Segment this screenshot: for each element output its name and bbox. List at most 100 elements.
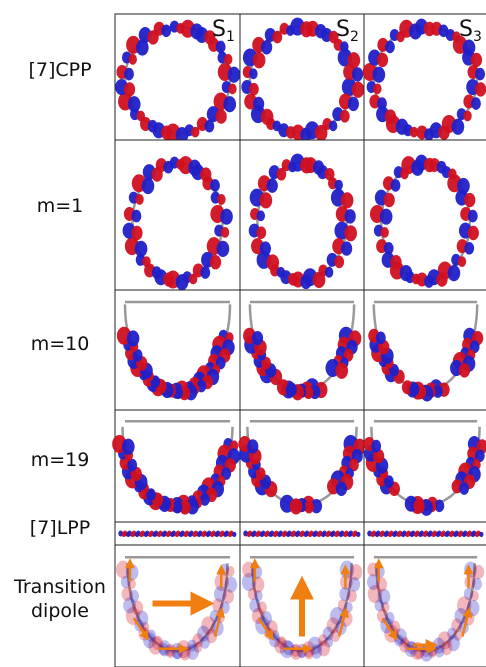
orbital-lobe [375,577,388,592]
orbital-lobe [221,467,232,480]
panel [114,289,241,411]
orbital-lobe [131,209,142,223]
orbital-lobe [250,564,263,580]
orbital-lobe [276,167,287,181]
orbital-lobe [451,118,465,135]
orbital-lobe [251,330,264,346]
orbital-lobe [124,67,134,81]
orbital-lobe [186,643,199,660]
orbital-lobe [384,611,395,625]
orbital-lobe [222,589,234,604]
orbital-lobe [395,118,409,135]
row-label-line: Transition [13,576,106,598]
orbital-lobe [132,348,143,362]
orbital-lobe [129,589,140,603]
orbital-lobe [451,618,463,633]
orbital-lobe [317,634,328,647]
orbital-lobe [123,82,136,97]
orbital-lobe [126,330,140,347]
row-label: m=10 [31,333,90,355]
orbital-lobe [187,639,197,652]
orbital-lobe [224,576,238,593]
orbital-lobe [467,225,479,241]
header-symbol: S [212,17,226,42]
orbital-lobe [458,363,471,378]
orbital-lobe [256,226,267,240]
orbital-lobe [210,179,220,192]
orbital-lobe [384,109,397,124]
orbital-lobe [300,127,312,143]
orbital-lobe [134,240,148,257]
orbital-lobe [385,40,395,54]
orbital-lobe [191,126,200,138]
orbital-lobe [322,626,334,641]
orbital-lobe [335,362,349,379]
orbital-lobe [463,587,474,600]
orbital-lobe [255,467,266,480]
orbital-lobe [436,272,448,287]
orbital-lobe [147,119,158,133]
orbital-lobe [470,590,479,602]
row-label: [7]CPP [28,59,91,81]
orbital-lobe [390,255,402,270]
orbital-lobe [304,500,314,514]
molecule-backbone [249,555,355,653]
row-label: m=19 [31,449,90,471]
orbital-lobe [457,256,467,268]
orbital-lobe [409,126,419,138]
orbital-lobe [381,601,390,613]
orbital-lobe [151,635,164,650]
panel [239,139,365,291]
dipole-arrow [213,607,225,637]
orbital-lobe [310,498,323,514]
orbital-lobe [374,599,385,612]
orbital-lobe [254,590,263,602]
orbital-lobe [226,565,235,577]
orbital-lobe [453,630,463,641]
orbital-lobe [164,643,177,658]
row-label-line: m=19 [31,449,90,471]
orbital-lobe [173,386,183,400]
orbital-lobe [310,644,323,659]
orbital-lobe [314,124,328,142]
orbital-lobe [344,225,357,242]
panel-grid: S1 S2 S3 [112,13,486,667]
orbital-lobe [447,265,461,282]
row-label: [7]LPP [30,517,90,539]
orbital-lobe [272,30,283,44]
orbital-lobe [472,564,485,580]
orbital-lobe [172,500,183,514]
orbital-lobe [188,273,198,285]
orbital-lobe [335,481,348,497]
orbital-lobe [474,449,485,463]
orbital-lobe [399,265,413,282]
column-header: S3 [459,17,482,45]
orbital-lobe [383,241,394,255]
orbital-lobe [424,275,434,288]
orbital-lobe [285,382,297,397]
orbital-lobe [223,96,237,113]
orbital-lobe [261,40,273,55]
row-label: m=1 [37,195,84,217]
orbital-lobe [373,83,382,95]
orbital-lobe [413,498,425,514]
orbital-lobe [131,225,143,241]
orbital-lobe [334,179,343,191]
orbital-lobe [142,256,151,268]
orbital-lobe [260,108,274,125]
orbital-lobe [411,273,421,285]
orbital-lobe [390,179,401,192]
orbital-lobe [339,586,351,601]
orbital-lobe [247,439,259,454]
orbital-lobe [175,127,189,144]
orbital-lobe [328,120,338,132]
orbital-lobe [289,498,303,515]
orbital-lobe [266,178,278,193]
orbital-lobe [479,531,484,538]
orbital-lobe [447,627,457,640]
dipole-arrow [461,607,473,637]
orbital-lobe [200,493,210,506]
orbital-lobe [383,192,395,208]
orbital-lobe [215,109,227,124]
orbital-lobe [213,585,227,602]
